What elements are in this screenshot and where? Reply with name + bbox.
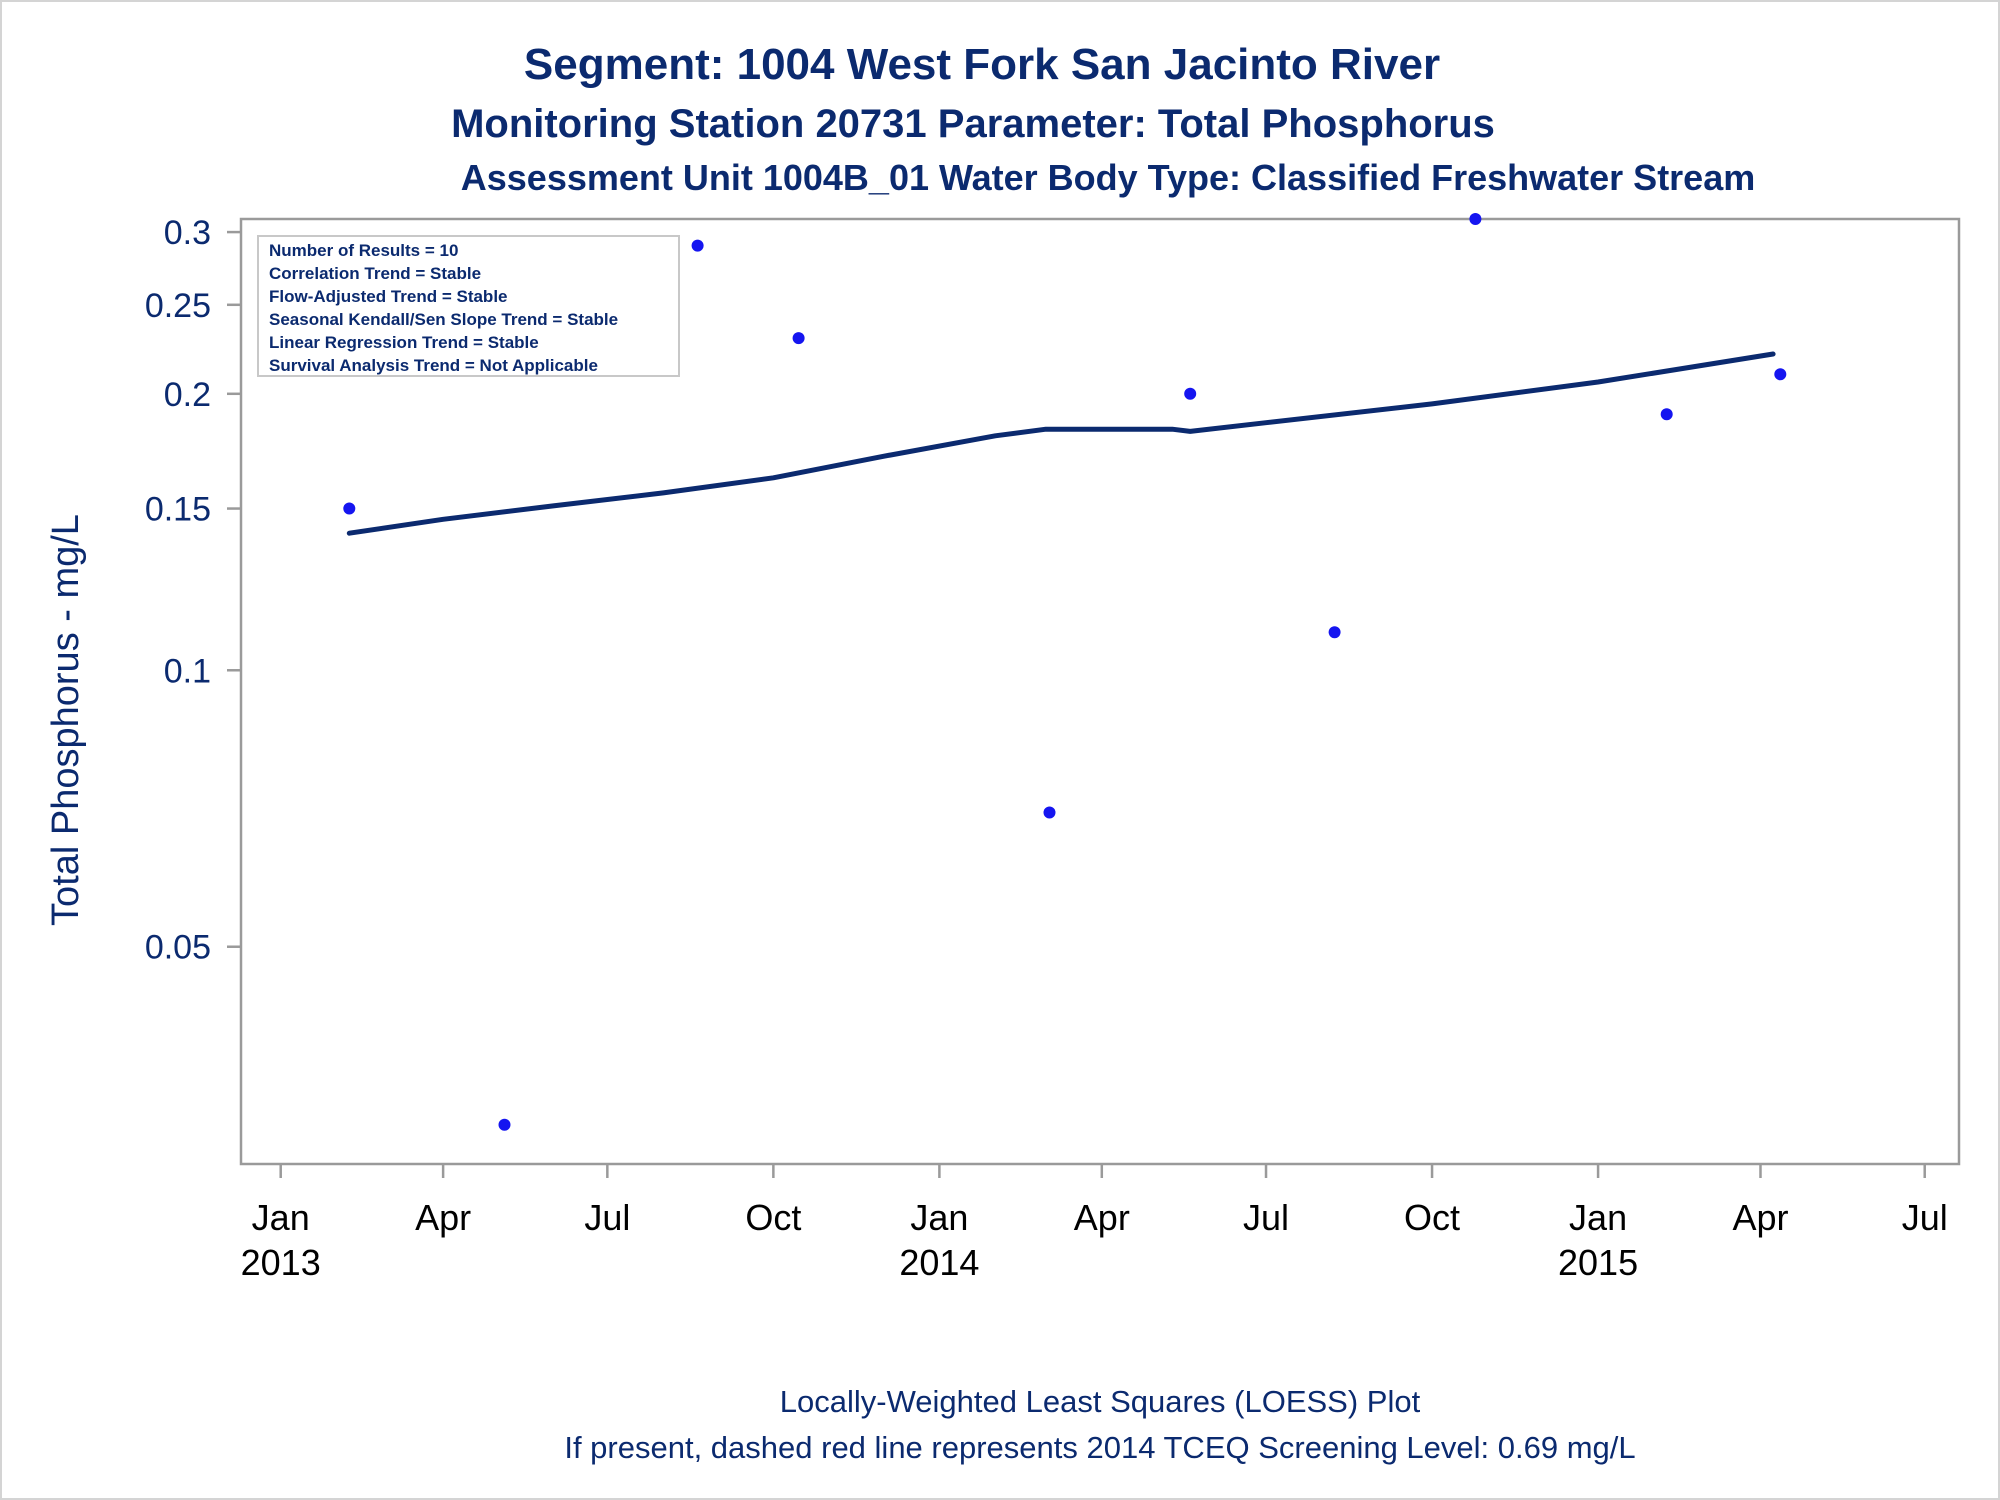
x-tick-label: Jan <box>252 1197 310 1238</box>
stat-flow-adjusted-trend: Flow-Adjusted Trend = Stable <box>269 287 508 306</box>
y-tick-label: 0.25 <box>145 287 211 325</box>
x-tick-year-label: 2014 <box>899 1242 979 1283</box>
y-tick-label: 0.15 <box>145 491 211 529</box>
data-point <box>792 332 805 345</box>
stat-correlation-trend: Correlation Trend = Stable <box>269 264 481 283</box>
data-point <box>1184 387 1197 400</box>
x-tick-label: Jul <box>1243 1197 1289 1238</box>
x-tick-year-label: 2013 <box>241 1242 321 1283</box>
stat-seasonal-kendall-trend: Seasonal Kendall/Sen Slope Trend = Stabl… <box>269 310 618 329</box>
y-tick-label: 0.3 <box>164 214 211 252</box>
footnote-screening-level: If present, dashed red line represents 2… <box>564 1430 1635 1465</box>
x-tick-label: Apr <box>415 1197 471 1238</box>
trend-statistics-box: Number of Results = 10 Correlation Trend… <box>257 235 680 377</box>
y-tick-label: 0.2 <box>164 376 211 414</box>
x-tick-year-label: 2015 <box>1558 1242 1638 1283</box>
x-tick-label: Apr <box>1074 1197 1130 1238</box>
loess-trend-line <box>346 351 1776 536</box>
x-tick-label: Oct <box>745 1197 801 1238</box>
x-tick-label: Jan <box>1569 1197 1627 1238</box>
x-tick-label: Oct <box>1404 1197 1460 1238</box>
y-tick-label: 0.05 <box>145 929 211 967</box>
loess-trend-layer <box>346 351 1776 536</box>
data-point <box>691 239 704 252</box>
y-tick-label: 0.1 <box>164 652 211 690</box>
data-point <box>1469 213 1482 225</box>
x-tick-label: Jul <box>1902 1197 1948 1238</box>
data-point <box>1660 408 1673 421</box>
stat-linear-regression-trend: Linear Regression Trend = Stable <box>269 333 539 352</box>
stat-number-of-results: Number of Results = 10 <box>269 241 458 260</box>
y-axis-title: Total Phosphorus - mg/L <box>45 514 87 926</box>
data-point <box>343 502 356 515</box>
data-point <box>498 1118 511 1131</box>
chart-subtitle-assessment: Assessment Unit 1004B_01 Water Body Type… <box>461 157 1756 198</box>
x-tick-label: Jan <box>910 1197 968 1238</box>
data-point <box>1043 806 1056 819</box>
data-points-layer <box>343 213 1787 1131</box>
chart-subtitle-station: Monitoring Station 20731 Parameter: Tota… <box>451 102 1495 146</box>
data-point <box>1774 368 1787 381</box>
chart-title: Segment: 1004 West Fork San Jacinto Rive… <box>524 40 1440 89</box>
footnote-loess: Locally-Weighted Least Squares (LOESS) P… <box>780 1384 1421 1419</box>
x-tick-label: Jul <box>584 1197 630 1238</box>
data-point <box>1328 626 1341 639</box>
y-axis: 0.05 0.1 0.15 0.2 0.25 0.3 <box>145 214 241 967</box>
stats-box-border <box>257 235 680 377</box>
stat-survival-analysis-trend: Survival Analysis Trend = Not Applicable <box>269 356 598 375</box>
x-tick-label: Apr <box>1732 1197 1788 1238</box>
plot-area-frame <box>239 217 1961 1166</box>
